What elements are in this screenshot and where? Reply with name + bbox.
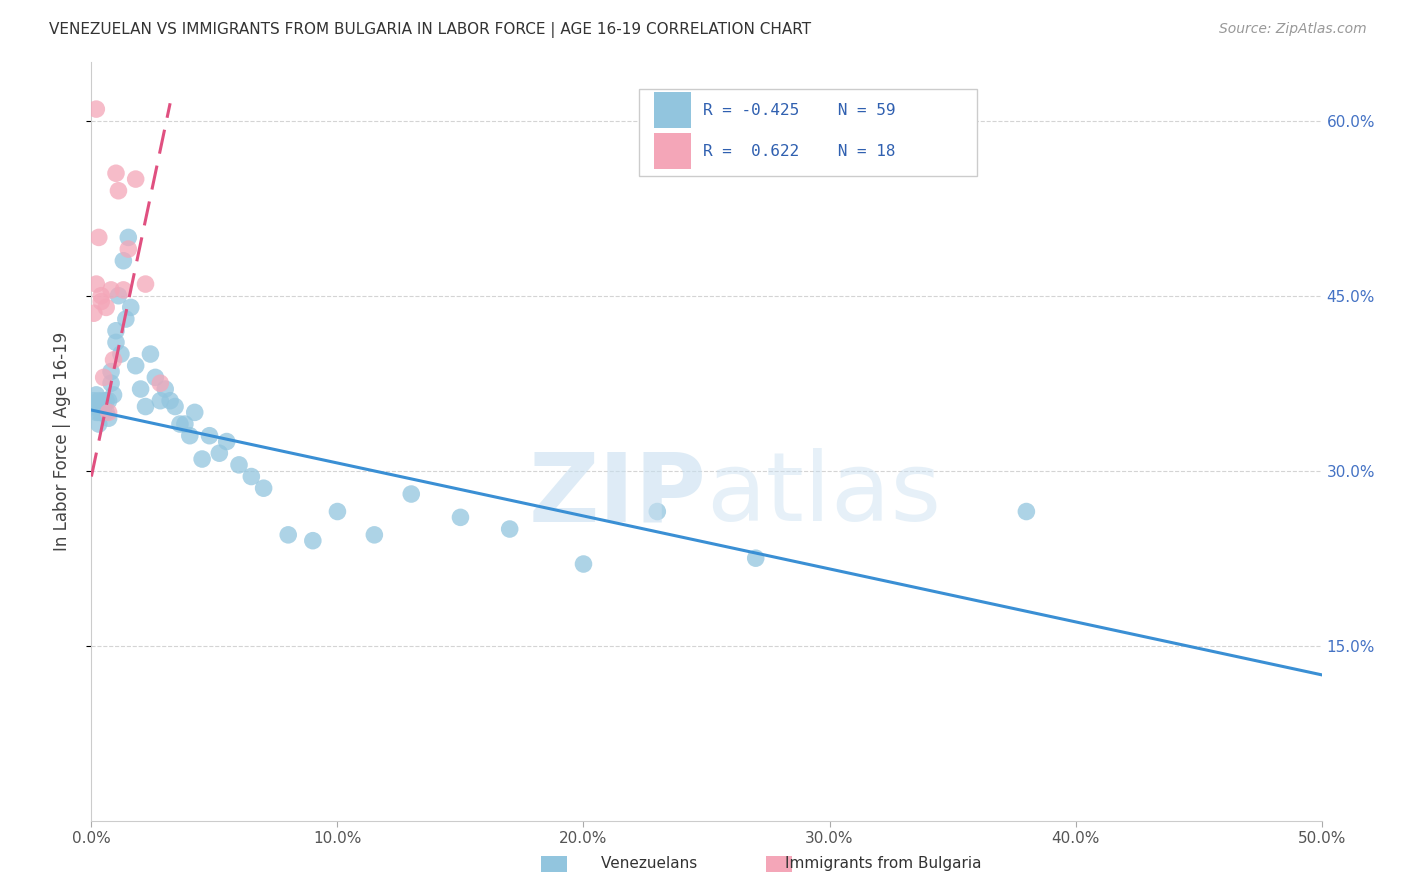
Point	[149, 376, 172, 391]
Point	[90, 289, 112, 303]
Point	[110, 347, 132, 361]
Point	[103, 352, 125, 367]
Point	[86, 405, 108, 419]
Point	[174, 417, 197, 431]
Point	[159, 393, 181, 408]
Point	[96, 405, 117, 419]
Point	[93, 405, 115, 419]
Point	[153, 382, 177, 396]
Point	[86, 400, 108, 414]
Point	[100, 283, 122, 297]
Point	[363, 528, 385, 542]
Text: ZIP: ZIP	[529, 448, 706, 541]
Point	[139, 347, 162, 361]
Point	[240, 469, 263, 483]
Point	[105, 166, 127, 180]
Point	[149, 393, 172, 408]
Point	[96, 301, 117, 315]
Point	[145, 370, 166, 384]
FancyBboxPatch shape	[638, 89, 977, 177]
Point	[112, 253, 135, 268]
Point	[135, 277, 156, 291]
Point	[129, 382, 152, 396]
Point	[90, 294, 112, 309]
Point	[745, 551, 768, 566]
Point	[100, 365, 122, 379]
Point	[399, 487, 422, 501]
Point	[183, 405, 207, 419]
Bar	[654, 92, 690, 128]
Point	[93, 393, 115, 408]
Point	[86, 277, 108, 291]
Point	[97, 405, 120, 419]
Point	[228, 458, 250, 472]
Point	[90, 405, 112, 419]
Point	[83, 306, 105, 320]
Point	[83, 393, 105, 408]
Text: Source: ZipAtlas.com: Source: ZipAtlas.com	[1219, 22, 1367, 37]
Point	[301, 533, 323, 548]
Point	[120, 301, 142, 315]
Point	[87, 405, 110, 419]
Point	[117, 242, 139, 256]
Point	[215, 434, 238, 449]
Point	[498, 522, 520, 536]
Text: R =  0.622    N = 18: R = 0.622 N = 18	[703, 144, 896, 159]
Point	[135, 400, 156, 414]
Point	[253, 481, 276, 495]
Text: atlas: atlas	[706, 448, 942, 541]
Point	[326, 504, 349, 518]
Point	[107, 184, 129, 198]
Point	[105, 324, 127, 338]
Point	[1015, 504, 1038, 518]
Point	[169, 417, 191, 431]
Point	[449, 510, 471, 524]
Point	[191, 452, 214, 467]
Point	[163, 400, 186, 414]
Point	[277, 528, 299, 542]
Point	[97, 393, 120, 408]
Point	[86, 388, 108, 402]
Point	[103, 388, 125, 402]
Point	[112, 283, 135, 297]
Point	[93, 370, 115, 384]
Point	[124, 359, 146, 373]
Point	[87, 230, 110, 244]
Point	[90, 400, 112, 414]
Text: R = -0.425    N = 59: R = -0.425 N = 59	[703, 103, 896, 118]
Point	[100, 376, 122, 391]
Point	[97, 411, 120, 425]
Point	[114, 312, 138, 326]
Point	[87, 417, 110, 431]
Text: Venezuelans                  Immigrants from Bulgaria: Venezuelans Immigrants from Bulgaria	[562, 856, 981, 871]
Point	[198, 428, 221, 442]
Point	[572, 557, 595, 571]
Point	[107, 289, 129, 303]
Point	[87, 393, 110, 408]
Point	[179, 428, 201, 442]
Point	[124, 172, 146, 186]
Point	[96, 393, 117, 408]
Point	[105, 335, 127, 350]
Bar	[654, 133, 690, 169]
Point	[208, 446, 231, 460]
Y-axis label: In Labor Force | Age 16-19: In Labor Force | Age 16-19	[52, 332, 70, 551]
Text: VENEZUELAN VS IMMIGRANTS FROM BULGARIA IN LABOR FORCE | AGE 16-19 CORRELATION CH: VENEZUELAN VS IMMIGRANTS FROM BULGARIA I…	[49, 22, 811, 38]
Point	[93, 400, 115, 414]
Point	[83, 400, 105, 414]
Point	[117, 230, 139, 244]
Point	[86, 102, 108, 116]
Point	[645, 504, 669, 518]
